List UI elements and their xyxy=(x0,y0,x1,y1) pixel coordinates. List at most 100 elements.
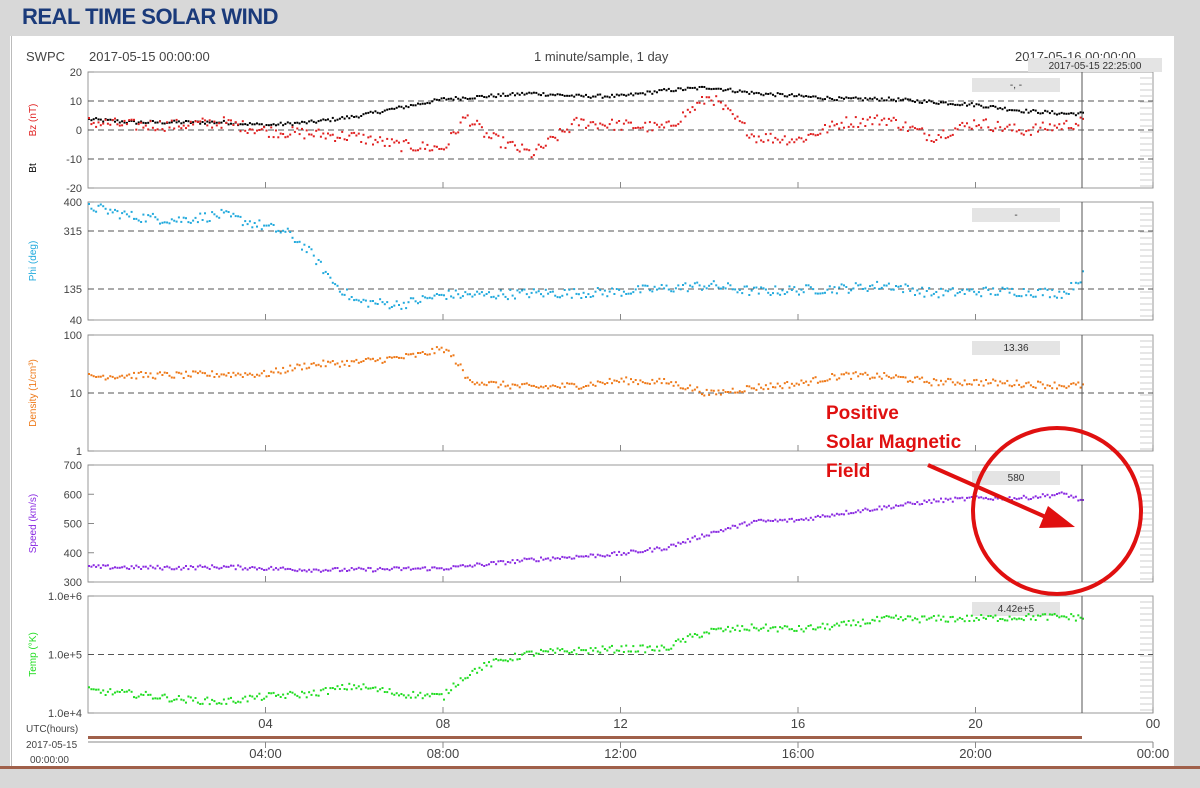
data-point xyxy=(585,93,587,96)
data-point xyxy=(769,294,772,296)
data-point xyxy=(798,136,800,139)
data-point xyxy=(703,394,706,397)
data-point xyxy=(637,285,640,288)
data-point xyxy=(753,626,755,629)
data-point xyxy=(1032,496,1035,499)
data-point xyxy=(1029,618,1032,621)
data-point xyxy=(928,287,931,290)
data-point xyxy=(232,124,235,126)
data-point xyxy=(88,373,90,375)
data-point xyxy=(1020,617,1023,620)
data-point xyxy=(819,292,822,295)
data-point xyxy=(469,564,471,567)
data-point xyxy=(220,702,223,705)
data-point xyxy=(518,150,521,153)
data-point xyxy=(336,284,339,287)
data-point xyxy=(1011,618,1013,621)
current-value: 580 xyxy=(1008,473,1025,484)
data-point xyxy=(994,105,997,108)
data-point xyxy=(502,92,505,95)
data-point xyxy=(525,558,528,561)
data-point xyxy=(977,103,980,106)
data-point xyxy=(161,374,164,376)
data-point xyxy=(95,125,98,128)
data-point xyxy=(625,553,628,556)
data-point xyxy=(187,124,190,127)
data-point xyxy=(518,93,521,96)
data-point xyxy=(824,380,826,383)
data-point xyxy=(272,224,275,226)
data-point xyxy=(350,688,353,691)
data-point xyxy=(275,567,277,570)
data-point xyxy=(244,372,247,375)
data-point xyxy=(528,91,531,94)
data-point xyxy=(824,291,826,294)
data-point xyxy=(282,133,285,135)
data-point xyxy=(343,138,346,141)
data-point xyxy=(750,387,753,390)
current-value: 13.36 xyxy=(1003,343,1028,354)
data-point xyxy=(383,144,386,147)
data-point xyxy=(99,203,102,206)
data-point xyxy=(346,688,348,691)
data-point xyxy=(310,362,313,365)
data-point xyxy=(405,353,408,355)
data-point xyxy=(523,382,526,385)
data-point xyxy=(140,120,143,123)
data-point xyxy=(547,387,550,390)
data-point xyxy=(256,695,258,698)
data-point xyxy=(892,616,895,619)
data-point xyxy=(480,291,483,294)
data-point xyxy=(944,101,947,104)
data-point xyxy=(902,291,905,294)
data-point xyxy=(1013,497,1016,500)
data-point xyxy=(736,391,739,394)
data-point xyxy=(1015,130,1018,133)
data-point xyxy=(319,135,322,138)
data-point xyxy=(194,370,197,373)
data-point xyxy=(499,560,502,562)
data-point xyxy=(774,95,777,98)
data-point xyxy=(667,648,670,651)
data-point xyxy=(925,290,928,292)
data-point xyxy=(845,623,848,626)
data-point xyxy=(177,695,180,697)
data-point xyxy=(227,565,230,568)
data-point xyxy=(464,116,467,119)
data-point xyxy=(547,292,550,295)
data-point xyxy=(719,529,722,531)
data-point xyxy=(599,93,602,96)
data-point xyxy=(1013,109,1016,112)
data-point xyxy=(961,496,964,499)
data-point xyxy=(672,384,675,387)
data-point xyxy=(133,371,135,374)
data-point xyxy=(147,693,150,696)
data-point xyxy=(109,688,112,691)
data-point xyxy=(980,614,983,616)
data-point xyxy=(587,124,590,127)
data-point xyxy=(861,117,864,120)
data-point xyxy=(835,292,838,295)
data-point xyxy=(514,297,516,300)
data-point xyxy=(942,294,945,297)
data-point xyxy=(606,382,609,384)
data-point xyxy=(850,97,853,100)
data-point xyxy=(568,288,571,291)
data-point xyxy=(847,620,850,622)
data-point xyxy=(379,688,382,691)
data-point xyxy=(409,104,412,106)
data-point xyxy=(982,384,985,387)
data-point xyxy=(118,691,121,693)
data-point xyxy=(679,87,682,90)
data-point xyxy=(284,568,287,571)
data-point xyxy=(140,693,143,696)
data-point xyxy=(880,286,883,289)
data-point xyxy=(670,647,673,650)
data-point xyxy=(514,144,516,147)
data-point xyxy=(570,94,573,97)
data-point xyxy=(833,624,836,627)
title-bar: REAL TIME SOLAR WIND xyxy=(0,0,1200,36)
data-point xyxy=(561,94,564,96)
data-point xyxy=(627,93,630,96)
data-point xyxy=(523,652,526,655)
